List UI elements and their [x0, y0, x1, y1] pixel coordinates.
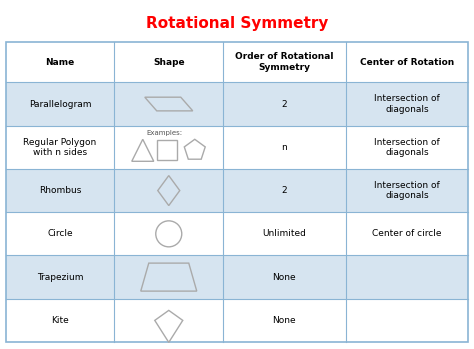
- Text: Rotational Symmetry: Rotational Symmetry: [146, 16, 328, 31]
- Text: Rhombus: Rhombus: [39, 186, 81, 195]
- Text: Intersection of
diagonals: Intersection of diagonals: [374, 181, 440, 200]
- Bar: [6, 42, 468, 82]
- Text: Intersection of
diagonals: Intersection of diagonals: [374, 94, 440, 114]
- Bar: [6, 212, 468, 255]
- Text: Name: Name: [46, 58, 75, 67]
- Bar: [6, 299, 468, 342]
- Text: Kite: Kite: [51, 316, 69, 325]
- Text: Shape: Shape: [153, 58, 184, 67]
- Bar: [157, 140, 177, 160]
- Text: Regular Polygon
with n sides: Regular Polygon with n sides: [23, 138, 97, 157]
- Text: 2: 2: [282, 99, 287, 109]
- Text: Center of Rotation: Center of Rotation: [360, 58, 454, 67]
- Bar: [6, 42, 468, 342]
- Bar: [6, 255, 468, 299]
- Text: None: None: [273, 273, 296, 282]
- Bar: [6, 169, 468, 212]
- Bar: [6, 82, 468, 126]
- Text: Circle: Circle: [47, 229, 73, 238]
- Text: Center of circle: Center of circle: [372, 229, 442, 238]
- Text: 2: 2: [282, 186, 287, 195]
- Bar: [6, 126, 468, 169]
- Text: Order of Rotational
Symmetry: Order of Rotational Symmetry: [235, 52, 334, 72]
- Text: Parallelogram: Parallelogram: [29, 99, 91, 109]
- Text: Unlimited: Unlimited: [263, 229, 306, 238]
- Text: n: n: [282, 143, 287, 152]
- Text: Intersection of
diagonals: Intersection of diagonals: [374, 138, 440, 157]
- Text: Trapezium: Trapezium: [37, 273, 83, 282]
- Text: Examples:: Examples:: [147, 130, 183, 136]
- Text: None: None: [273, 316, 296, 325]
